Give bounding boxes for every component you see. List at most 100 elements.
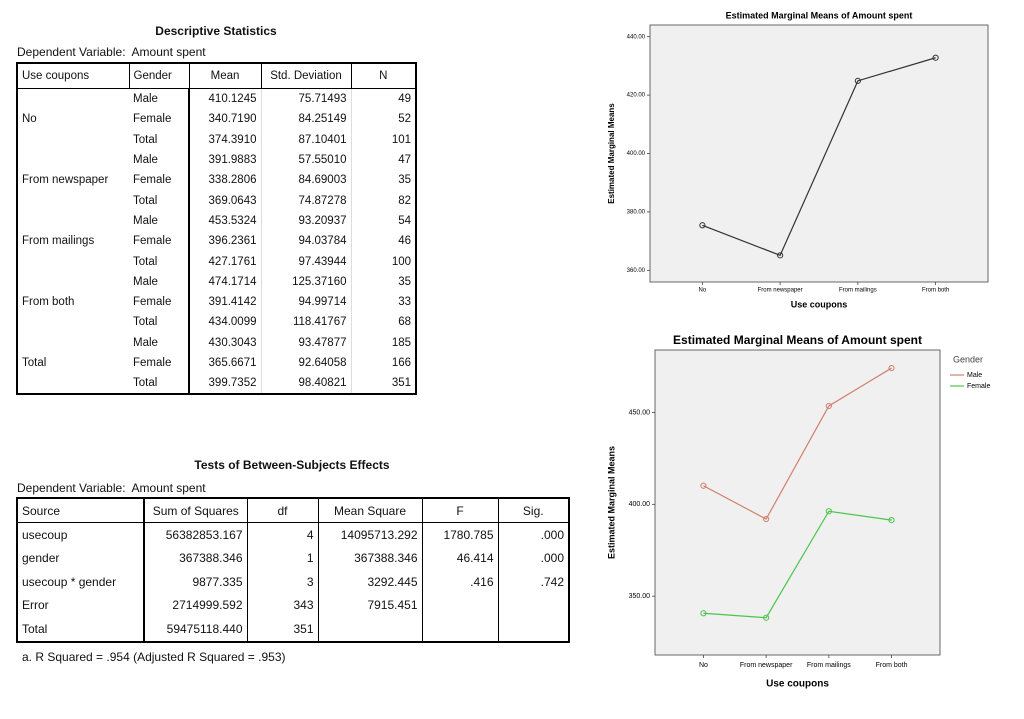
- cell-value: .416: [422, 570, 499, 594]
- cell-value: 94.99714: [260, 291, 351, 313]
- empty-cell: [422, 593, 499, 617]
- cell-value: 52: [350, 109, 416, 130]
- footnote: a. R Squared = .954 (Adjusted R Squared …: [22, 650, 286, 664]
- gender-label: Female: [129, 291, 190, 313]
- x-tick-label: From mailings: [839, 288, 877, 294]
- source-label: usecoup * gender: [17, 570, 145, 594]
- table-row: Source Sum of Squares df Mean Square F Sig.: [17, 498, 570, 523]
- gender-label: Total: [129, 373, 190, 395]
- column-header: Mean Square: [318, 498, 423, 523]
- table-title: Tests of Between-Subjects Effects: [194, 458, 390, 472]
- cell-value: 57.55010: [260, 149, 351, 171]
- cell-value: 118.41767: [260, 312, 351, 333]
- cell-value: 338.2806: [208, 174, 257, 187]
- cell-value: 82: [350, 190, 416, 211]
- empty-cell: [498, 593, 570, 617]
- source-label: gender: [17, 546, 145, 570]
- gender-label: Male: [129, 332, 190, 353]
- empty-cell: [318, 617, 423, 642]
- x-tick-label: No: [699, 662, 708, 669]
- data-point: [825, 402, 832, 410]
- data-point: [699, 222, 706, 229]
- cell-value: 1780.785: [422, 522, 499, 547]
- source-label: Total: [17, 617, 145, 642]
- cell-value: 374.3910: [208, 133, 257, 146]
- cell-value: 46.414: [422, 546, 499, 570]
- x-tick-label: From both: [922, 288, 949, 294]
- gender-label: Male: [129, 149, 190, 171]
- cell-value: 166: [350, 352, 416, 374]
- cell-value: 369.0643: [208, 194, 257, 207]
- x-tick-label: From newspaper: [740, 662, 793, 669]
- cell-value: 1: [247, 546, 319, 570]
- dependent-variable: Dependent Variable: Amount spent: [17, 481, 206, 495]
- cell-value: .000: [498, 546, 570, 570]
- column-header: df: [247, 498, 319, 523]
- chart-title: Estimated Marginal Means of Amount spent: [673, 333, 922, 347]
- cell-value: 453.5324: [208, 214, 257, 227]
- chart-title: Estimated Marginal Means of Amount spent: [726, 10, 913, 20]
- x-tick-label: From mailings: [807, 662, 851, 669]
- empty-cell: [498, 617, 570, 642]
- source-label: Error: [17, 593, 145, 617]
- y-tick-label: 440.00: [627, 34, 646, 40]
- gender-label: Male: [129, 271, 190, 292]
- gender-label: Female: [129, 352, 190, 374]
- gender-label: Female: [129, 109, 190, 130]
- cell-value: 351: [350, 373, 416, 395]
- column-header: Use coupons: [17, 63, 130, 89]
- cell-value: 84.25149: [260, 109, 351, 130]
- y-tick-label: 400.00: [627, 151, 646, 157]
- table-row: Female 338.2806 84.69003 35: [17, 170, 416, 191]
- y-axis-title: Estimated Marginal Means: [607, 103, 616, 204]
- cell-value: 367388.346: [318, 546, 423, 570]
- cell-value: 68: [350, 312, 416, 333]
- data-point: [763, 515, 770, 523]
- table-row: Total 434.0099 118.41767 68: [17, 312, 416, 333]
- cell-value: 7915.451: [318, 593, 423, 617]
- table-row: gender 367388.346 1 367388.346 46.414.000: [17, 546, 570, 570]
- legend-title: Gender: [953, 354, 983, 364]
- cell-value: 343: [247, 593, 319, 617]
- legend-label: Male: [967, 372, 982, 379]
- cell-value: 93.20937: [260, 210, 351, 232]
- x-tick-label: From newspaper: [758, 288, 803, 294]
- cell-value: 74.87278: [260, 190, 351, 211]
- y-tick-label: 420.00: [627, 93, 646, 99]
- data-point: [932, 54, 939, 61]
- x-tick-label: From both: [876, 662, 908, 669]
- dependent-variable: Dependent Variable: Amount spent: [17, 45, 206, 59]
- group-label: From newspaper: [22, 174, 109, 187]
- table-row: Total 427.1761 97.43944 100: [17, 251, 416, 272]
- table-row: No Male 410.1245 75.71493 49: [17, 88, 416, 125]
- table-row: Total 399.7352 98.40821 351: [17, 373, 416, 395]
- data-line: [703, 367, 892, 520]
- data-point: [777, 252, 784, 259]
- charts: Estimated Marginal Means of Amount spent…: [606, 10, 990, 689]
- data-point: [888, 364, 895, 372]
- table-row: From newspaper Male 391.9883 57.55010 47: [17, 149, 416, 186]
- cell-value: 35: [350, 271, 416, 292]
- table-row: Total 369.0643 74.87278 82: [17, 190, 416, 211]
- cell-value: 391.4142: [208, 296, 257, 309]
- cell-value: 396.2361: [208, 235, 257, 248]
- column-header: Std. Deviation: [261, 63, 352, 89]
- gender-label: Female: [129, 231, 190, 252]
- y-axis-title: Estimated Marginal Means: [606, 446, 616, 559]
- gender-label: Male: [129, 210, 190, 232]
- x-axis-title: Use coupons: [791, 299, 848, 309]
- cell-value: 98.40821: [260, 373, 351, 395]
- dependent-value: Amount spent: [131, 481, 206, 495]
- cell-value: 100: [350, 251, 416, 272]
- cell-value: 56382853.167: [144, 522, 248, 547]
- gender-label: Total: [129, 312, 190, 333]
- cell-value: .000: [498, 522, 570, 547]
- data-point: [700, 482, 707, 489]
- cell-value: 3: [247, 570, 319, 594]
- gender-label: Male: [129, 88, 190, 110]
- y-tick-label: 450.00: [629, 409, 651, 416]
- data-point: [763, 614, 770, 621]
- dependent-label: Dependent Variable:: [17, 45, 126, 59]
- group-label: No: [22, 113, 37, 126]
- table-row: Female 340.7190 84.25149 52: [17, 109, 416, 130]
